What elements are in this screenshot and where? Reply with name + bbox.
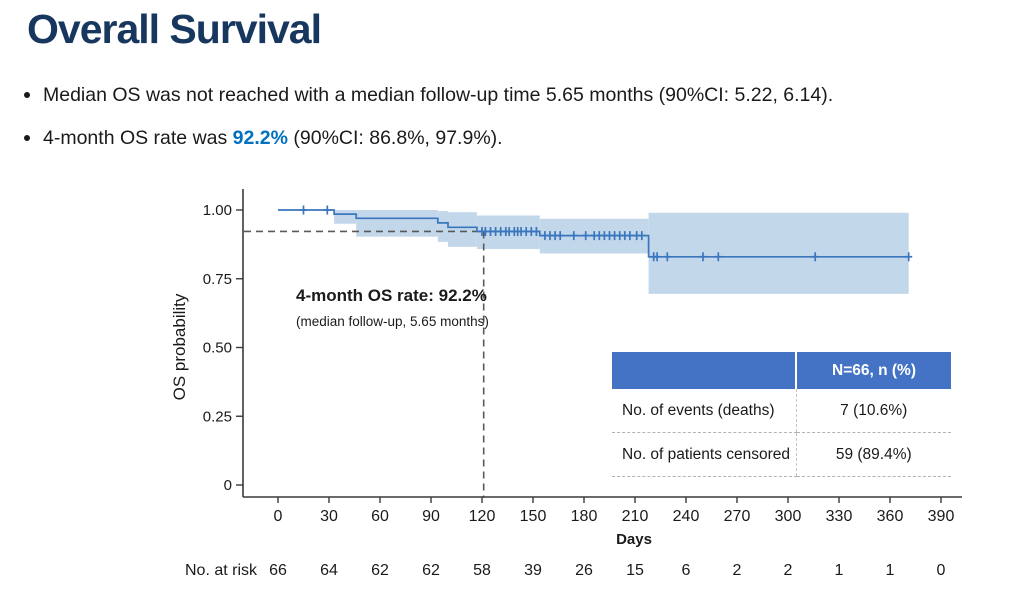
y-axis-labels: 1.00 0.75 0.50 0.25 0 bbox=[203, 202, 243, 494]
svg-text:62: 62 bbox=[371, 562, 389, 579]
svg-text:210: 210 bbox=[622, 508, 649, 525]
svg-text:300: 300 bbox=[775, 508, 802, 525]
annotation-os-rate: 4-month OS rate: 92.2% bbox=[296, 286, 487, 305]
svg-text:2: 2 bbox=[733, 562, 742, 579]
bullet-highlight: 92.2% bbox=[232, 127, 288, 149]
censored-value: 59 (89.4%) bbox=[795, 432, 951, 477]
y-axis-title: OS probability bbox=[170, 293, 189, 400]
reference-lines bbox=[244, 230, 485, 497]
svg-text:39: 39 bbox=[524, 562, 542, 579]
summary-table-header-row: N=66, n (%) bbox=[612, 352, 951, 389]
svg-text:6: 6 bbox=[682, 562, 691, 579]
svg-text:15: 15 bbox=[626, 562, 644, 579]
summary-table: N=66, n (%) No. of events (deaths) 7 (10… bbox=[612, 352, 951, 477]
svg-text:0: 0 bbox=[274, 508, 283, 525]
svg-text:330: 330 bbox=[826, 508, 853, 525]
events-label: No. of events (deaths) bbox=[612, 389, 796, 433]
svg-text:0.25: 0.25 bbox=[203, 408, 232, 425]
bullet-text: 4-month OS rate was bbox=[43, 127, 233, 149]
bullet-median-os-text: Median OS was not reached with a median … bbox=[43, 84, 833, 106]
annotation-followup: (median follow-up, 5.65 months) bbox=[296, 314, 489, 329]
table-row-events: No. of events (deaths) 7 (10.6%) bbox=[612, 389, 951, 433]
svg-text:180: 180 bbox=[571, 508, 598, 525]
svg-text:1.00: 1.00 bbox=[203, 202, 232, 219]
svg-text:0.75: 0.75 bbox=[203, 271, 232, 288]
svg-text:62: 62 bbox=[422, 562, 440, 579]
svg-text:390: 390 bbox=[928, 508, 955, 525]
svg-text:0.50: 0.50 bbox=[203, 340, 232, 357]
svg-text:1: 1 bbox=[835, 562, 844, 579]
summary-table-header-n: N=66, n (%) bbox=[796, 352, 951, 389]
svg-text:0: 0 bbox=[937, 562, 946, 579]
page-title: Overall Survival bbox=[27, 6, 322, 52]
svg-text:90: 90 bbox=[422, 508, 440, 525]
svg-text:No. at risk: No. at risk bbox=[185, 562, 258, 579]
svg-text:0: 0 bbox=[224, 477, 232, 494]
svg-text:OS probability: OS probability bbox=[170, 293, 189, 400]
bullet-text: (90%CI: 86.8%, 97.9%). bbox=[287, 127, 503, 149]
km-plot-svg: 0 30 60 90 120 150 180 210 240 270 300 330 360 390Day… bbox=[170, 189, 962, 579]
censor-marks bbox=[300, 205, 913, 262]
bullet-list: Median OS was not reached with a median … bbox=[24, 84, 833, 170]
summary-table-header-empty bbox=[612, 352, 797, 389]
at-risk-row: 66 64 62 62 58 39 26 15 6 2 2 1 1 0No. at risk bbox=[185, 562, 946, 579]
svg-text:30: 30 bbox=[320, 508, 338, 525]
svg-text:360: 360 bbox=[877, 508, 904, 525]
svg-text:Days: Days bbox=[616, 531, 652, 548]
svg-text:120: 120 bbox=[469, 508, 496, 525]
km-survival-chart: 0 30 60 90 120 150 180 210 240 270 300 330 360 390 Day… bbox=[0, 176, 1024, 596]
x-axis-labels: 0 30 60 90 120 150 180 210 240 270 300 330 360 390 Day… bbox=[274, 497, 955, 548]
svg-text:26: 26 bbox=[575, 562, 593, 579]
svg-text:1: 1 bbox=[886, 562, 895, 579]
svg-text:270: 270 bbox=[724, 508, 751, 525]
bullet-median-os: Median OS was not reached with a median … bbox=[24, 84, 833, 106]
censored-label: No. of patients censored bbox=[612, 432, 796, 477]
bullet-os-rate-text: 4-month OS rate was 92.2% (90%CI: 86.8%,… bbox=[43, 127, 503, 149]
ci-band bbox=[334, 210, 909, 294]
bullet-os-rate: 4-month OS rate was 92.2% (90%CI: 86.8%,… bbox=[24, 127, 833, 149]
svg-text:58: 58 bbox=[473, 562, 491, 579]
axes bbox=[242, 189, 962, 498]
table-row-censored: No. of patients censored 59 (89.4%) bbox=[612, 432, 951, 477]
svg-text:66: 66 bbox=[269, 562, 287, 579]
events-value: 7 (10.6%) bbox=[795, 389, 951, 433]
bullet-text: Median OS was not reached with a median … bbox=[43, 84, 834, 106]
bullet-dot bbox=[24, 92, 30, 98]
bullet-dot bbox=[24, 135, 30, 141]
svg-text:64: 64 bbox=[320, 562, 338, 579]
svg-text:240: 240 bbox=[673, 508, 700, 525]
svg-text:60: 60 bbox=[371, 508, 389, 525]
svg-text:2: 2 bbox=[784, 562, 793, 579]
svg-text:150: 150 bbox=[520, 508, 547, 525]
